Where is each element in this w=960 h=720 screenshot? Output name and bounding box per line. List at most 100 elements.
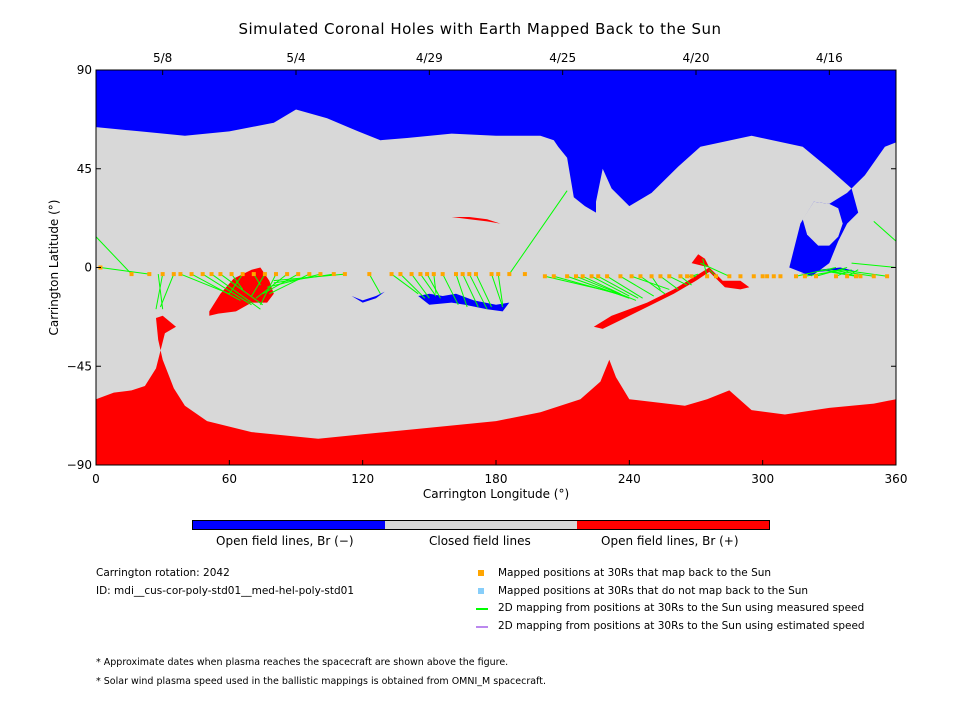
legend-text: Mapped positions at 30Rs that do not map… — [498, 585, 809, 597]
colorbar — [192, 520, 770, 530]
mapped-position-point — [147, 272, 152, 277]
mapped-position-point — [460, 272, 465, 277]
mapped-position-point — [858, 274, 863, 279]
unmapped-point-swatch — [478, 588, 484, 594]
measured-mapping-line — [606, 275, 643, 299]
measured-mapping-line — [95, 236, 132, 275]
measured-mapping-line — [829, 271, 857, 277]
measured-mapping-line — [566, 275, 630, 299]
mapped-position-point — [794, 274, 798, 279]
mapped-position-point — [705, 274, 710, 279]
mapped-position-point — [658, 274, 663, 279]
x-tick-label: 360 — [885, 472, 908, 486]
mapped-position-point — [854, 274, 858, 279]
measured-mapping-line — [462, 273, 479, 308]
measured-mapping-line — [669, 275, 688, 286]
x-axis-label: Carrington Longitude (°) — [423, 487, 569, 501]
measured-mapping-line — [508, 190, 568, 275]
positive-coronal-hole — [691, 254, 710, 268]
x-tick-label: 240 — [618, 472, 641, 486]
mapped-position-point — [425, 272, 430, 277]
measured-mapping-line — [202, 273, 252, 306]
mapped-position-point — [398, 272, 403, 277]
measured-mapping-line — [873, 221, 897, 242]
mapped-position-point — [342, 272, 347, 277]
measured-mapping-line — [391, 273, 419, 295]
mapped-position-point — [885, 274, 890, 279]
mapping-lines-layer — [95, 190, 897, 310]
measured-mapping-line — [497, 274, 504, 305]
measured-mapping-line — [582, 275, 621, 295]
measured-mapping-line — [651, 275, 661, 290]
mapped-position-point — [522, 272, 527, 277]
mapped-position-point — [542, 274, 547, 279]
measured-mapping-line — [426, 273, 441, 299]
mapped-position-point — [467, 272, 472, 277]
mapped-position-point — [638, 274, 643, 279]
mapped-position-point — [871, 274, 876, 279]
measured-mapping-line — [433, 274, 437, 294]
mapped-position-point — [209, 272, 214, 277]
mapped-position-point — [367, 272, 372, 277]
measured-mapping-line — [591, 275, 630, 297]
mapped-position-point — [474, 272, 478, 277]
measured-mapping-line — [266, 273, 321, 288]
top-date-label: 5/8 — [153, 51, 172, 65]
measured-mapping-line — [100, 267, 150, 275]
measured-mapping-line — [159, 273, 175, 308]
colorbar-label-positive: Open field lines, Br (+) — [601, 534, 739, 548]
x-tick-label: 180 — [485, 472, 508, 486]
footnote-plasma-speed: * Solar wind plasma speed used in the ba… — [96, 676, 546, 687]
north-polar-closed-gap — [802, 201, 843, 246]
mapped-position-point — [418, 272, 423, 277]
mapped-position-point — [751, 274, 756, 279]
mapped-position-point — [285, 272, 290, 277]
mapped-position-point — [596, 274, 601, 279]
positive-coronal-hole — [593, 267, 750, 329]
mapped-position-point — [814, 274, 818, 279]
measured-line-swatch — [476, 608, 488, 610]
measured-mapping-line — [368, 273, 381, 295]
mapped-position-point — [507, 272, 512, 277]
mapped-position-point — [605, 274, 610, 279]
colorbar-positive — [577, 521, 769, 529]
top-date-label: 5/4 — [286, 51, 305, 65]
positive-coronal-hole — [451, 217, 501, 224]
mapped-position-point — [629, 274, 634, 279]
south-polar-positive-hole — [96, 315, 896, 465]
y-tick-label: −45 — [67, 359, 92, 373]
measured-mapping-line — [700, 262, 730, 277]
mapped-point-swatch — [478, 570, 484, 576]
mapped-position-point — [431, 272, 436, 277]
mapped-position-point — [551, 274, 556, 279]
mapped-position-point — [409, 272, 414, 277]
measured-mapping-line — [702, 258, 708, 277]
mapped-position-point — [649, 274, 654, 279]
mapped-position-point — [307, 272, 312, 277]
legend-text: 2D mapping from positions at 30Rs to the… — [498, 602, 865, 614]
measured-mapping-line — [191, 273, 241, 301]
colorbar-label-closed: Closed field lines — [429, 534, 531, 548]
mapped-position-point — [574, 274, 578, 279]
y-tick-label: 0 — [84, 261, 92, 275]
measured-mapping-line — [597, 275, 639, 299]
mapped-position-point — [218, 272, 223, 277]
measured-mapping-line — [269, 273, 310, 295]
legend-text: 2D mapping from positions at 30Rs to the… — [498, 620, 865, 632]
mapped-position-point — [200, 272, 205, 277]
mapped-position-point — [160, 272, 165, 277]
measured-mapping-line — [640, 275, 666, 295]
mapped-position-point — [251, 272, 256, 277]
north-polar-negative-hole — [96, 70, 896, 277]
mapped-position-point — [129, 272, 134, 277]
top-date-label: 4/16 — [816, 51, 843, 65]
mapped-position-point — [489, 272, 494, 277]
x-tick-label: 0 — [92, 472, 100, 486]
measured-mapping-line — [455, 273, 468, 308]
mapped-position-point — [178, 272, 183, 277]
mapped-position-point — [738, 274, 743, 279]
chart-title: Simulated Coronal Holes with Earth Mappe… — [238, 20, 722, 38]
y-tick-label: 90 — [77, 63, 92, 77]
colorbar-negative — [193, 521, 385, 529]
mapped-position-point — [274, 272, 278, 277]
